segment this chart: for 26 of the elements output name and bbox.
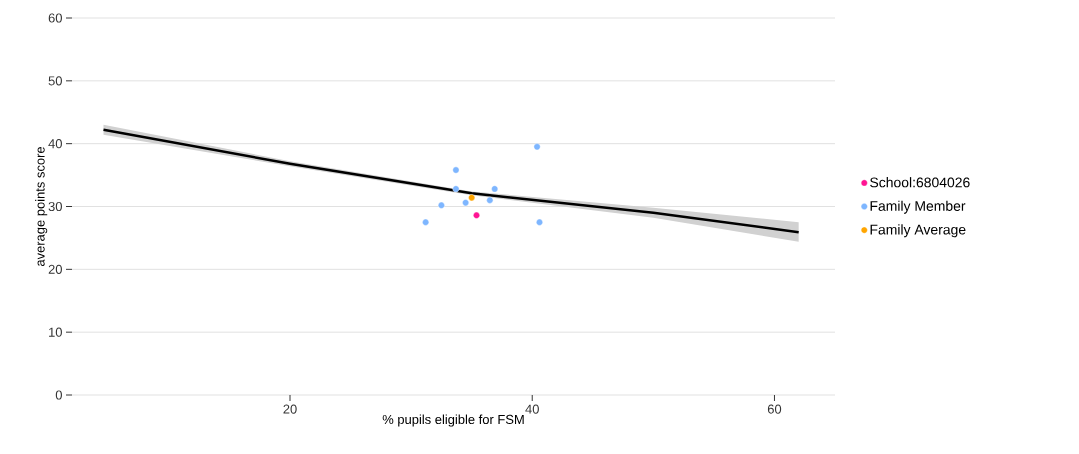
y-tick-label: 50 (48, 76, 62, 86)
point (533, 143, 541, 151)
x-tick-label: 60 (767, 404, 782, 414)
point (438, 201, 445, 209)
y-tick-label: 30 (48, 201, 62, 212)
point (422, 218, 430, 226)
point (486, 196, 494, 204)
point (462, 199, 469, 207)
legend-label: Family Average (870, 224, 966, 238)
y-tick-label: 0 (55, 390, 62, 400)
legend-label: School:6804026 (870, 177, 970, 188)
x-axis-title: % pupils eligible for FSM (382, 414, 524, 427)
x-tick-label: 20 (283, 404, 297, 414)
y-tick-label: 40 (48, 139, 62, 149)
legend-label: Family Member (870, 200, 966, 214)
x-tick-label: 40 (525, 404, 539, 414)
y-tick-label: 10 (49, 327, 62, 337)
y-axis-title: average points score (35, 146, 48, 267)
y-tick-label: 20 (48, 264, 62, 274)
point (452, 185, 460, 193)
point (536, 218, 543, 226)
point (468, 194, 476, 202)
point (491, 185, 499, 193)
point (473, 211, 480, 219)
y-tick-label: 60 (48, 13, 62, 23)
point (452, 166, 460, 174)
